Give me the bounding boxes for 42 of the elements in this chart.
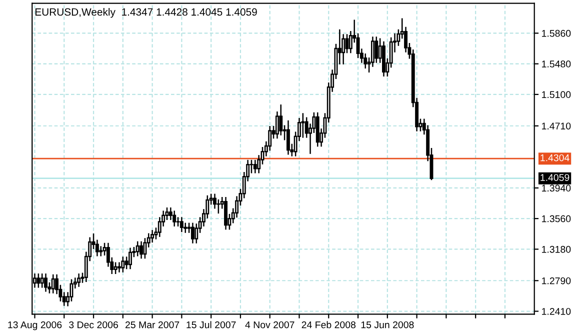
candlestick <box>118 262 121 272</box>
candlestick <box>99 246 103 256</box>
candlestick <box>253 160 257 174</box>
candlestick <box>180 217 184 232</box>
y-tick-label: 1.5480 <box>542 60 571 68</box>
candlestick <box>40 274 44 288</box>
candlestick <box>374 36 378 63</box>
x-tick-label: 13 Aug 2006 <box>8 321 62 330</box>
candlestick <box>286 120 290 155</box>
y-tick-label: 1.5100 <box>542 91 571 98</box>
candlestick <box>44 274 48 292</box>
candlestick <box>51 274 55 294</box>
candlestick <box>36 274 40 288</box>
candlestick <box>114 262 118 274</box>
candlestick <box>250 160 254 174</box>
candlestick <box>121 256 125 272</box>
candlestick <box>128 248 132 270</box>
ref-line-label: 1.4059 <box>540 174 570 181</box>
candlestick <box>224 196 228 230</box>
x-tick-label: 4 Nov 2007 <box>245 321 294 328</box>
x-tick-label: 25 Mar 2007 <box>126 321 180 328</box>
y-tick-label: 1.4710 <box>542 122 571 130</box>
candlestick <box>216 199 220 214</box>
candlestick <box>140 241 144 259</box>
x-tick-label: 24 Feb 2008 <box>302 321 356 328</box>
y-tick-label: 1.3560 <box>542 215 571 222</box>
candlestick <box>172 210 176 226</box>
y-tick-label: 1.5860 <box>542 30 571 37</box>
x-tick-label: 15 Jul 2007 <box>186 321 236 328</box>
y-tick-label: 1.3180 <box>542 246 571 253</box>
candlestick <box>345 34 349 54</box>
candlestick <box>301 113 305 138</box>
y-tick-label: 1.2790 <box>542 277 571 284</box>
candlestick <box>190 222 194 244</box>
y-tick-label: 1.2410 <box>542 308 571 315</box>
candlestick <box>136 241 140 256</box>
chart-title: EURUSD,Weekly 1.4347 1.4428 1.4045 1.4059 <box>35 8 257 18</box>
candlestick <box>77 274 81 287</box>
y-tick-label: 1.3940 <box>542 184 571 192</box>
x-tick-label: 3 Dec 2006 <box>69 321 118 328</box>
x-tick-label: 15 Jun 2008 <box>361 321 414 328</box>
ref-line-label: 1.4304 <box>540 154 570 162</box>
